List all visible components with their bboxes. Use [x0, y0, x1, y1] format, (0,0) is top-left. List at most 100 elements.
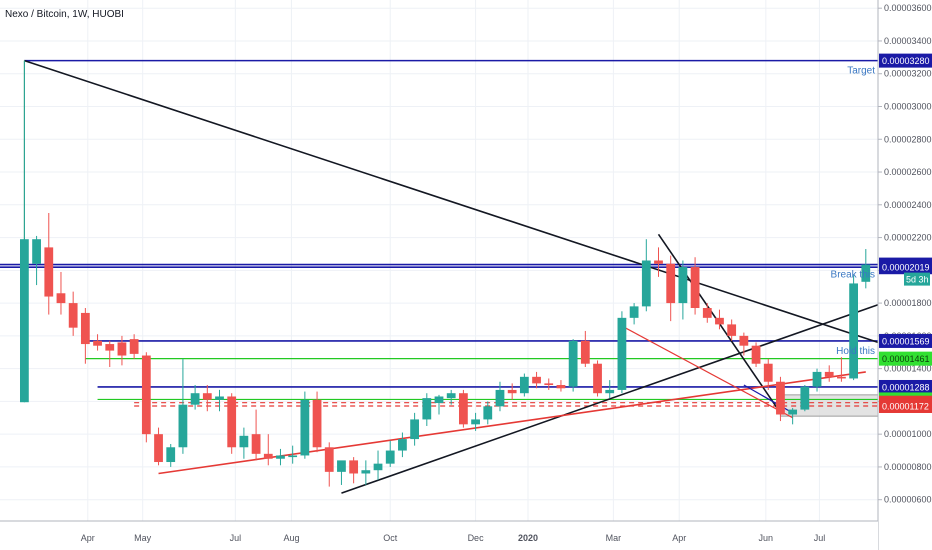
candle [617, 311, 627, 394]
y-axis: 0.000006000.000008000.000010000.00001200… [877, 0, 932, 550]
candle [141, 352, 151, 443]
candle-body [458, 393, 468, 425]
candle-body [641, 260, 651, 307]
candle [458, 389, 468, 428]
candle-body [324, 447, 334, 472]
candle-body [519, 376, 529, 394]
candle-body [239, 435, 249, 448]
candle-body [288, 455, 298, 458]
candle [849, 275, 859, 381]
candle [166, 443, 176, 467]
candle [593, 360, 602, 397]
y-tick-label-6: 0.00001800 [884, 298, 932, 308]
price-badge-text: 0.00003280 [882, 56, 930, 66]
annotation-hold-this: Hold this [836, 346, 875, 357]
candle-body [568, 340, 578, 387]
candle-body [654, 260, 663, 264]
candle-body [117, 342, 127, 356]
candle [727, 319, 737, 341]
candle [361, 460, 371, 485]
price-badge-bg [879, 379, 932, 394]
candle-body [129, 339, 139, 354]
countdown-text: 5d 3h [906, 275, 929, 285]
horizontal-levels [0, 59, 878, 407]
candle [398, 432, 407, 458]
candle [215, 389, 224, 412]
y-tick-label-8: 0.00002200 [884, 233, 932, 243]
candle-body [93, 340, 102, 346]
price-badge-level-01461: 0.00001461 [879, 351, 932, 366]
x-tick-label-1: May [134, 533, 152, 543]
candle-body [471, 419, 480, 425]
candle [178, 358, 188, 454]
x-axis: Apr May Jul Aug Oct Dec 2020 Mar Apr Jun Jul [0, 520, 878, 550]
candle [154, 427, 163, 466]
candle-body [763, 363, 773, 382]
candle [434, 394, 444, 415]
candle [776, 376, 785, 422]
level-annotations: Target Break this Hold this [831, 66, 876, 357]
candle [532, 371, 541, 389]
candle [44, 212, 54, 315]
candle [80, 308, 90, 364]
candle-body [446, 393, 456, 399]
price-badge-target: 0.00003280 [879, 53, 932, 68]
y-tick-label-0: 0.00000600 [884, 495, 932, 505]
candle [678, 260, 688, 320]
candle-body [556, 385, 566, 389]
candle-body [776, 381, 785, 415]
candle-body [788, 409, 798, 415]
candle [641, 239, 651, 312]
trend-red-diagonal [621, 325, 793, 419]
y-tick-label-9: 0.00002400 [884, 200, 932, 210]
candle-body [702, 308, 712, 318]
candle [227, 393, 237, 454]
candle-body [422, 398, 432, 420]
candle-body [154, 434, 163, 463]
candle [702, 303, 712, 323]
candle-body [385, 450, 395, 464]
candle-body [68, 303, 78, 328]
candle-body [80, 312, 90, 345]
candle-body [373, 463, 383, 471]
candle [629, 303, 639, 325]
candle-body [361, 470, 371, 474]
y-tick-label-14: 0.00003400 [884, 36, 932, 46]
trend-up-main [341, 303, 879, 494]
price-badge-text: 0.00001461 [882, 354, 930, 364]
chart-grid [0, 0, 878, 521]
candle [812, 368, 822, 392]
candle [56, 271, 66, 315]
candle [349, 457, 359, 484]
candle-body [349, 460, 359, 474]
candle-body [690, 267, 700, 309]
y-tick-label-1: 0.00000800 [884, 462, 932, 472]
candle [422, 393, 432, 426]
candle [324, 442, 334, 487]
candle [666, 255, 676, 322]
candle [251, 409, 261, 461]
price-badge-bg [879, 333, 932, 348]
candle [763, 358, 773, 390]
y-tick-label-12: 0.00003000 [884, 101, 932, 111]
candle-body [837, 376, 846, 379]
x-tick-label-8: Apr [672, 533, 686, 543]
candle [312, 391, 322, 453]
x-axis-background [0, 521, 878, 550]
countdown-badge [904, 272, 930, 286]
x-tick-label-7: Mar [606, 533, 622, 543]
price-badge-hold-this: 0.00001569 [879, 333, 932, 348]
candle-body [812, 371, 822, 387]
price-badge-text: 0.00002019 [882, 263, 930, 273]
price-badge-level-01288: 0.00001288 [879, 379, 932, 394]
x-tick-label-6: 2020 [518, 533, 538, 543]
candle [837, 357, 846, 382]
candle-body [617, 317, 627, 390]
candle [68, 291, 78, 336]
candle [507, 383, 517, 400]
candle-body [190, 393, 200, 405]
candle-body [751, 345, 761, 364]
candle [739, 332, 749, 356]
candle-body [800, 386, 810, 410]
